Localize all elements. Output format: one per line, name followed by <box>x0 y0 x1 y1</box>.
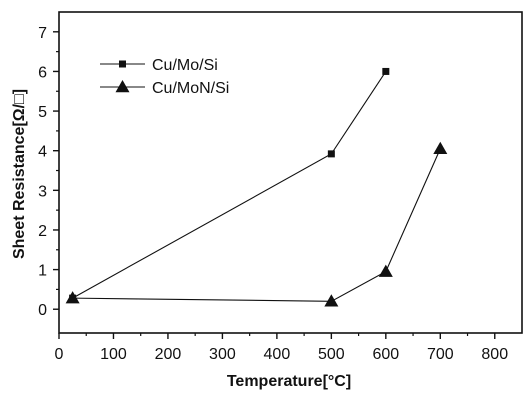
x-tick-label: 300 <box>209 346 236 363</box>
series-2-point <box>324 294 339 307</box>
series-1-point <box>327 150 335 158</box>
plot-frame <box>58 11 523 334</box>
series-line-1 <box>72 71 387 299</box>
y-tick-label: 4 <box>38 144 47 161</box>
x-tick-label: 0 <box>55 346 64 363</box>
x-axis-title: Temperature[°C] <box>227 373 351 390</box>
x-tick-label: 100 <box>100 346 127 363</box>
y-tick-label: 2 <box>38 223 47 240</box>
y-tick-label: 0 <box>38 302 47 319</box>
series-1-point <box>382 67 390 75</box>
y-tick-label: 5 <box>38 104 47 121</box>
x-tick-label: 500 <box>318 346 345 363</box>
series-2-point <box>433 141 448 154</box>
y-tick-label: 1 <box>38 263 47 280</box>
series-line-2 <box>72 148 441 302</box>
y-tick-label: 6 <box>38 64 47 81</box>
y-tick-label: 7 <box>38 25 47 42</box>
x-tick-label: 800 <box>481 346 508 363</box>
series-2-point <box>378 264 393 277</box>
x-tick-label: 200 <box>155 346 182 363</box>
plot-layer: 0 100 200 300 400 500 600 700 800 0 1 2 3 4 5 6 7 Cu/Mo/S… <box>38 11 523 363</box>
x-tick-label: 700 <box>427 346 454 363</box>
y-tick-label: 3 <box>38 183 47 200</box>
y-axis-title: Sheet Resistance[Ω/□] <box>11 89 28 259</box>
legend-label-1: Cu/Mo/Si <box>152 57 218 74</box>
legend-marker-1 <box>119 60 126 68</box>
series-2-point <box>65 291 80 304</box>
legend-label-2: Cu/MoN/Si <box>152 80 229 97</box>
x-tick-label: 600 <box>372 346 399 363</box>
x-tick-label: 400 <box>264 346 291 363</box>
legend-marker-2 <box>115 80 130 93</box>
